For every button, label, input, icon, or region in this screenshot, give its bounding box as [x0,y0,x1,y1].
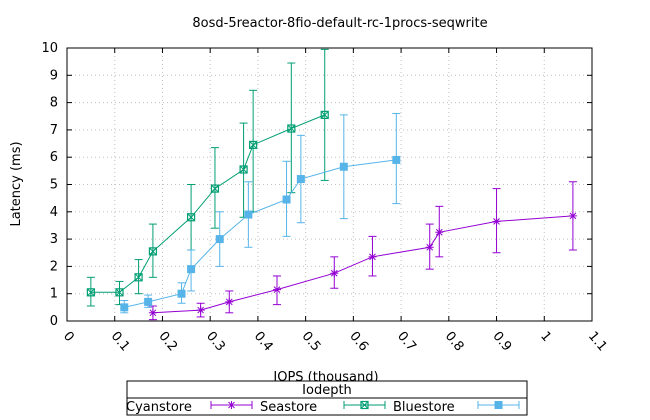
data-point-bluestore [134,273,143,282]
data-point-cyanstore [244,210,253,219]
marker-box [86,288,95,297]
data-point-cyanstore [392,155,401,164]
y-tick-label: 6 [50,150,58,165]
series-line-bluestore [90,114,325,293]
x-tick-label: 0.3 [203,329,228,354]
data-point-seastore [225,297,234,306]
x-tick-label: 0.2 [155,329,180,354]
data-point-seastore [196,306,205,315]
data-point-seastore [568,211,577,220]
data-point-bluestore [86,288,95,297]
marker-box [249,140,258,150]
x-tick-label: 1 [537,329,554,345]
y-axis-label: Latency (ms) [9,141,24,226]
y-tick-label: 3 [50,232,58,247]
legend-entries-box [126,397,528,416]
data-point-cyanstore [144,297,153,306]
marker-box [210,184,220,193]
legend-swatch-marker-cyanstore [494,401,503,409]
x-tick-label: 0.8 [442,329,467,354]
x-tick-label: 0.1 [108,329,133,354]
marker-box [239,165,248,174]
data-point-seastore [368,252,377,261]
data-point-bluestore [239,165,248,174]
marker-box [320,110,329,119]
data-point-bluestore [210,184,220,193]
legend-label-seastore: Seastore [260,400,317,415]
y-tick-label: 2 [50,259,58,274]
chart-title: 8osd-5reactor-8fio-default-rc-1procs-seq… [192,16,487,31]
x-tick-label: 0.6 [346,329,371,354]
marker-box [115,288,124,297]
series-layer [86,48,577,321]
data-point-bluestore [320,110,329,119]
y-tick-label: 10 [41,41,58,56]
data-point-cyanstore [339,162,348,171]
data-point-seastore [273,285,281,294]
plot-frame [66,47,593,322]
data-point-seastore [425,243,434,252]
x-tick-label: 0.7 [394,329,419,354]
marker-box [186,213,196,222]
marker-box [148,247,158,256]
data-point-cyanstore [177,289,186,298]
data-point-bluestore [186,213,196,222]
data-point-bluestore [148,247,158,256]
grid [67,48,592,321]
data-point-cyanstore [215,235,224,244]
series-line-seastore [152,215,573,314]
y-axis-ticks: 0 1 2 3 4 5 6 7 8 9 10 [41,41,592,329]
legend-swatch-marker-bluestore [360,400,369,410]
y-tick-label: 0 [50,314,58,329]
marker-cross [149,247,157,256]
marker-box [287,124,296,133]
marker-cross [320,111,329,119]
y-tick-label: 9 [50,68,58,83]
y-tick-label: 4 [50,205,58,220]
data-point-seastore [148,308,157,317]
x-tick-label: 1.1 [585,329,610,354]
marker-cross [249,141,257,149]
data-point-cyanstore [120,303,129,312]
legend-label-bluestore: Bluestore [393,400,455,415]
marker-cross [187,213,195,222]
x-tick-label: 0.9 [489,329,514,354]
y-tick-label: 8 [50,96,58,111]
series-bluestore [86,48,329,307]
x-axis-ticks: 0 0.1 0.2 0.3 0.4 0.5 0.6 0.7 0.8 0.9 1 1.1 [60,48,610,354]
y-tick-label: 7 [50,123,58,138]
y-tick-label: 1 [50,287,58,302]
marker-cross [239,165,248,174]
data-point-bluestore [115,288,124,297]
marker-box [134,273,143,282]
marker-cross [134,273,143,282]
data-point-bluestore [249,140,258,150]
x-tick-label: 0 [60,329,77,345]
marker-cross [287,124,296,133]
legend-title: Iodepth [302,383,352,398]
marker-cross [211,184,219,193]
x-tick-label: 0.5 [299,329,324,354]
data-point-seastore [435,228,444,237]
data-point-cyanstore [282,195,291,204]
y-tick-label: 5 [50,178,58,193]
series-seastore [148,181,577,321]
marker-cross [115,288,124,297]
series-line-cyanstore [124,159,397,308]
data-point-cyanstore [296,175,305,184]
data-point-bluestore [287,124,296,133]
x-tick-label: 0.4 [251,329,276,354]
marker-cross [360,401,369,409]
marker-box [360,400,369,410]
legend-label-cyanstore: Cyanstore [126,400,192,415]
legend-swatch-marker-seastore [227,401,236,409]
series-cyanstore [120,113,401,314]
legend-swatches [210,400,520,410]
marker-cross [87,288,95,297]
legend: Iodepth Cyanstore Seastore Bluestore [126,380,528,416]
data-point-seastore [330,269,339,278]
data-point-cyanstore [187,265,196,274]
data-point-seastore [492,217,501,226]
